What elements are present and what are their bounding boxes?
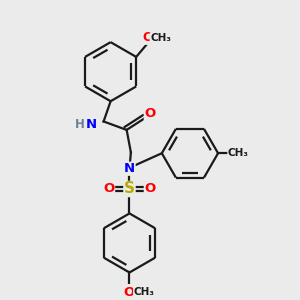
Text: N: N <box>86 118 97 131</box>
Text: CH₃: CH₃ <box>150 33 171 43</box>
Text: O: O <box>143 31 153 44</box>
Text: O: O <box>103 182 115 196</box>
Text: CH₃: CH₃ <box>134 287 154 297</box>
Text: O: O <box>144 107 156 120</box>
Text: H: H <box>75 118 85 131</box>
Text: CH₃: CH₃ <box>228 148 249 158</box>
Text: O: O <box>144 182 156 196</box>
Text: O: O <box>124 286 135 299</box>
Text: N: N <box>124 162 135 175</box>
Text: S: S <box>124 182 135 196</box>
